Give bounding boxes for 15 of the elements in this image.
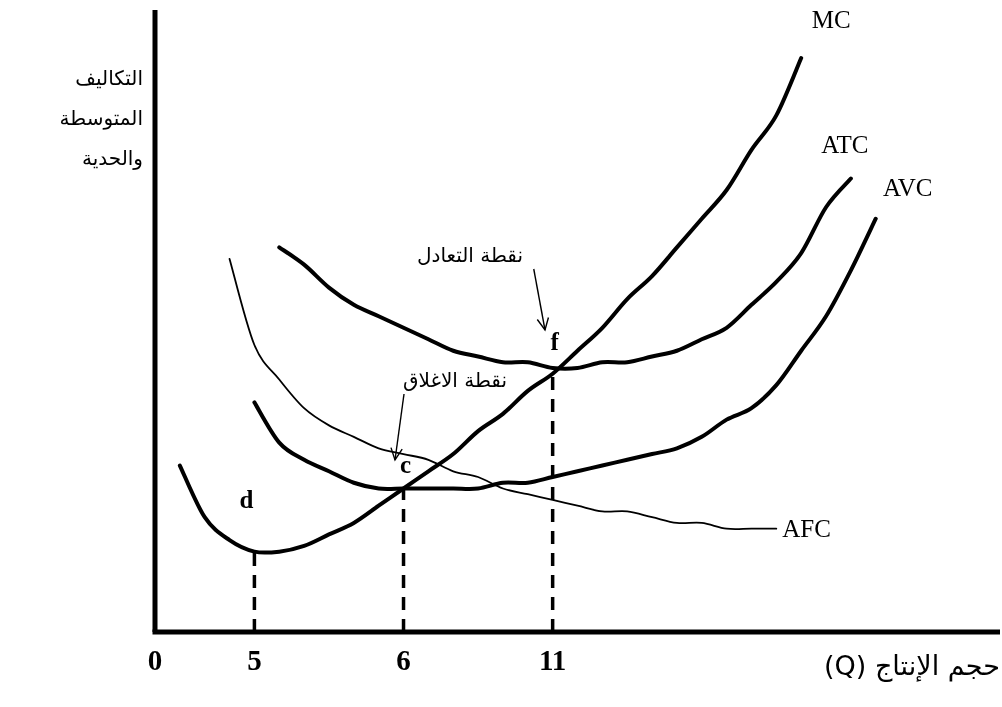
series-label: AVC (882, 173, 933, 201)
annotation: c (399, 450, 412, 478)
annotation: نقطة التعادل (417, 243, 524, 267)
x-tick-label: 6 (396, 644, 411, 676)
annotation: d (239, 485, 254, 513)
x-axis-title: حجم الإنتاج (Q) (824, 650, 1000, 681)
x-tick-label: 5 (247, 644, 262, 676)
y-axis-title: التكاليف المتوسطة والحدية (58, 65, 143, 172)
series-label: ATC (821, 130, 869, 158)
annotation: f (550, 327, 560, 355)
series-label: AFC (782, 514, 831, 542)
annotation: نقطة الاغلاق (403, 368, 508, 392)
series-label: MC (811, 6, 851, 33)
x-tick-label: 0 (147, 644, 163, 676)
x-tick-label: 11 (538, 644, 567, 676)
